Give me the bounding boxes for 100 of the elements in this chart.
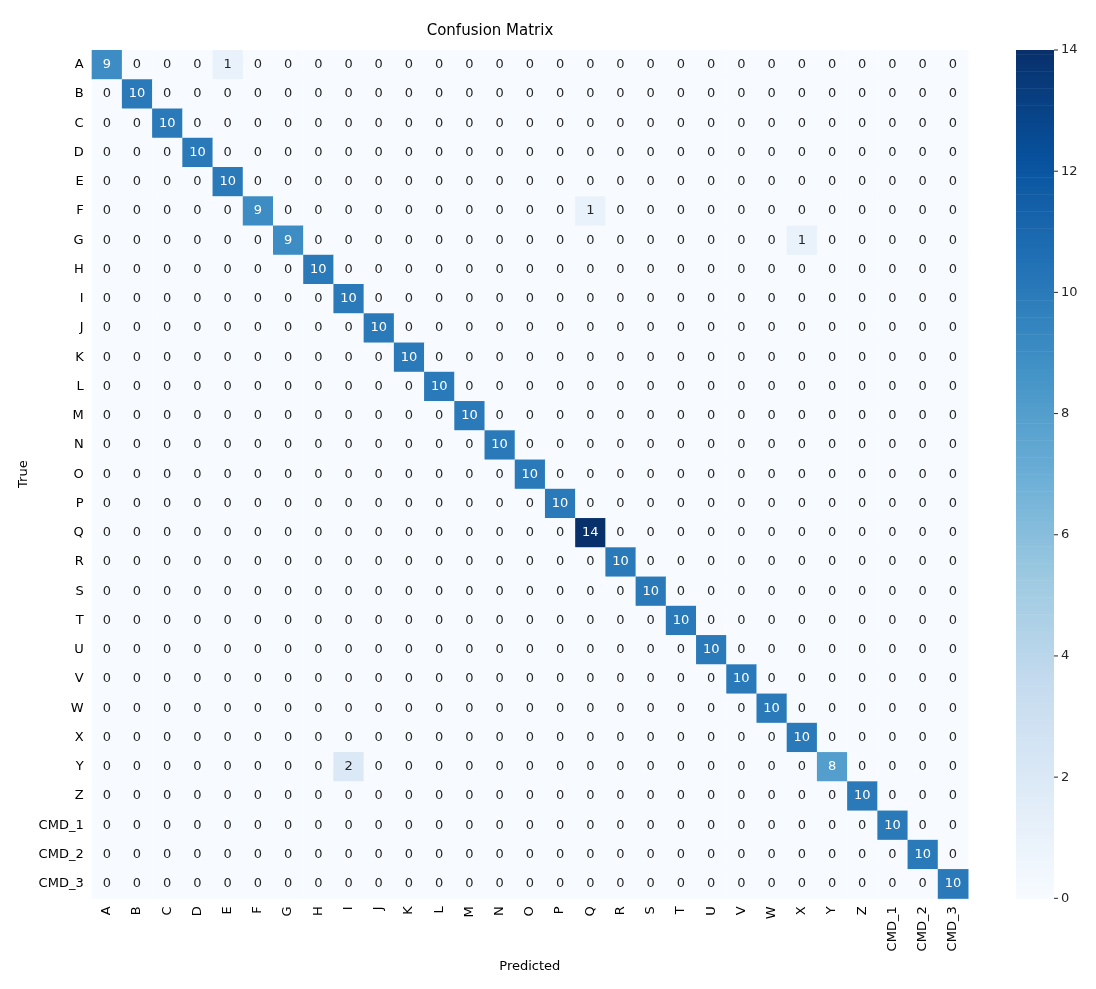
data-label: 0 [435,816,444,832]
data-label: 0 [495,494,504,510]
data-label: 0 [858,202,867,218]
data-label: 0 [102,407,111,423]
data-label: 0 [283,699,293,715]
data-label: 0 [767,845,776,861]
data-label: 0 [616,436,625,452]
x-tick-label: N [490,906,506,917]
data-label: 0 [253,816,263,832]
data-label: 0 [646,875,655,891]
data-label: 0 [858,465,867,481]
data-label: 0 [737,348,746,364]
data-label: 0 [918,407,927,423]
data-label: 0 [374,699,383,715]
data-label: 0 [344,845,353,861]
x-tick-label: R [611,906,627,916]
data-label: 0 [646,202,655,218]
data-label: 0 [707,85,716,101]
data-label: 0 [918,173,927,189]
data-label: 0 [555,670,565,686]
data-label: 0 [525,875,534,891]
data-label: 0 [797,787,806,803]
data-label: 0 [465,348,474,364]
data-label: 0 [223,553,232,569]
data-label: 10 [793,728,811,744]
data-label: 0 [404,260,414,276]
data-label: 0 [797,260,806,276]
data-label: 0 [676,553,686,569]
data-label: 0 [223,465,232,481]
data-label: 0 [344,465,353,481]
data-label: 0 [797,114,806,130]
data-label: 0 [283,728,293,744]
data-label: 0 [707,407,716,423]
data-label: 0 [858,728,867,744]
data-label: 0 [555,231,565,247]
data-label: 0 [193,611,202,627]
data-label: 0 [193,56,202,71]
data-label: 0 [132,377,142,393]
data-label: 0 [223,407,232,423]
x-tick-label: Y [823,906,839,916]
data-label: 0 [888,553,897,569]
data-label: 0 [797,670,806,686]
data-label: 0 [374,611,383,627]
data-label: 0 [797,611,806,627]
data-label: 14 [582,524,599,540]
data-label: 0 [404,524,414,540]
data-label: 0 [948,670,958,686]
y-tick-label: T [74,611,84,627]
data-label: 10 [340,290,357,306]
data-label: 0 [495,173,504,189]
data-label: 0 [555,143,565,159]
data-label: 0 [314,670,323,686]
data-label: 8 [827,758,837,774]
data-label: 0 [676,56,686,71]
data-label: 0 [435,348,444,364]
x-tick-label: B [128,906,144,916]
data-label: 0 [435,202,444,218]
data-label: 0 [132,699,142,715]
data-label: 0 [283,611,293,627]
data-label: 0 [163,319,172,335]
data-label: 0 [435,173,444,189]
data-label: 0 [132,728,142,744]
data-label: 0 [707,670,716,686]
data-label: 0 [495,407,504,423]
data-label: 0 [495,758,504,774]
data-label: 0 [102,524,111,540]
data-label: 0 [888,231,897,247]
data-label: 0 [767,641,776,657]
data-label: 0 [223,436,232,452]
data-label: 0 [163,173,172,189]
data-label: 0 [435,875,444,891]
data-label: 0 [827,377,837,393]
data-label: 0 [465,173,474,189]
data-label: 0 [948,524,958,540]
data-label: 0 [102,465,111,481]
y-tick-label: Z [74,787,84,803]
data-label: 0 [223,641,232,657]
data-label: 0 [283,494,293,510]
data-label: 0 [676,290,686,306]
data-label: 0 [404,816,414,832]
data-label: 0 [132,758,142,774]
data-label: 0 [555,553,565,569]
data-label: 0 [374,728,383,744]
data-label: 0 [253,875,263,891]
data-label: 0 [676,114,686,130]
y-tick-label: E [75,173,84,189]
data-label: 0 [646,787,655,803]
data-label: 0 [797,524,806,540]
data-label: 0 [767,143,776,159]
data-label: 0 [676,231,686,247]
data-label: 0 [102,875,111,891]
data-label: 0 [827,56,837,71]
data-label: 0 [797,85,806,101]
data-label: 0 [404,494,414,510]
data-label: 0 [555,582,565,598]
data-label: 0 [495,465,504,481]
data-label: 0 [707,348,716,364]
data-label: 0 [283,816,293,832]
data-label: 0 [525,758,534,774]
data-label: 0 [616,85,625,101]
